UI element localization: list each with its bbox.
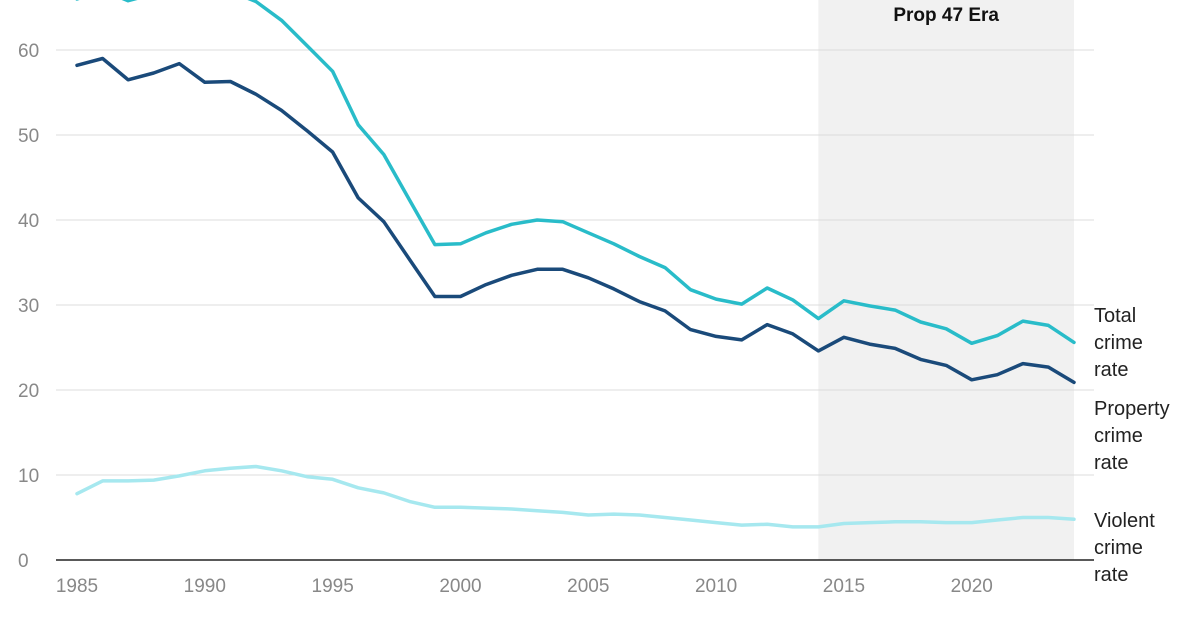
series-line-total (75, 0, 1076, 346)
series-line-violent (75, 464, 1076, 529)
series-label-property: rate (1094, 452, 1128, 474)
x-tick-label: 2010 (695, 576, 737, 597)
y-tick-label: 20 (18, 381, 39, 402)
x-tick-label: 2015 (823, 576, 865, 597)
series-label-total: crime (1094, 332, 1143, 354)
x-tick-label: 2020 (951, 576, 993, 597)
x-tick-label: 1990 (184, 576, 226, 597)
prop-47-era-label: Prop 47 Era (893, 5, 999, 26)
series-label-total: Total (1094, 305, 1136, 327)
x-tick-label: 1985 (56, 576, 98, 597)
y-tick-label: 10 (18, 466, 39, 487)
axes: 1985 1990 1995 2000 2005 2010 2015 2020 (56, 559, 1094, 597)
gridlines: 0 10 20 30 40 50 60 (18, 41, 1094, 572)
series-label-total: rate (1094, 359, 1128, 381)
x-tick-label: 2000 (439, 576, 481, 597)
x-tick-label: 1995 (312, 576, 354, 597)
series-line-property (75, 56, 1076, 385)
x-tick-label: 2005 (567, 576, 609, 597)
series-label-violent: Violent (1094, 510, 1155, 532)
y-tick-label: 0 (18, 551, 29, 572)
y-tick-label: 60 (18, 41, 39, 62)
annotation-layer: Prop 47 Era (818, 0, 1074, 560)
y-tick-label: 40 (18, 211, 39, 232)
series-lines (75, 0, 1076, 529)
series-label-property: crime (1094, 425, 1143, 447)
y-tick-label: 30 (18, 296, 39, 317)
y-tick-label: 50 (18, 126, 39, 147)
series-labels: Total crime rate Property crime rate Violent cr… (1094, 305, 1170, 586)
series-label-violent: crime (1094, 537, 1143, 559)
series-label-property: Property (1094, 398, 1170, 420)
prop-47-era-band (818, 0, 1074, 560)
series-label-violent: rate (1094, 564, 1128, 586)
